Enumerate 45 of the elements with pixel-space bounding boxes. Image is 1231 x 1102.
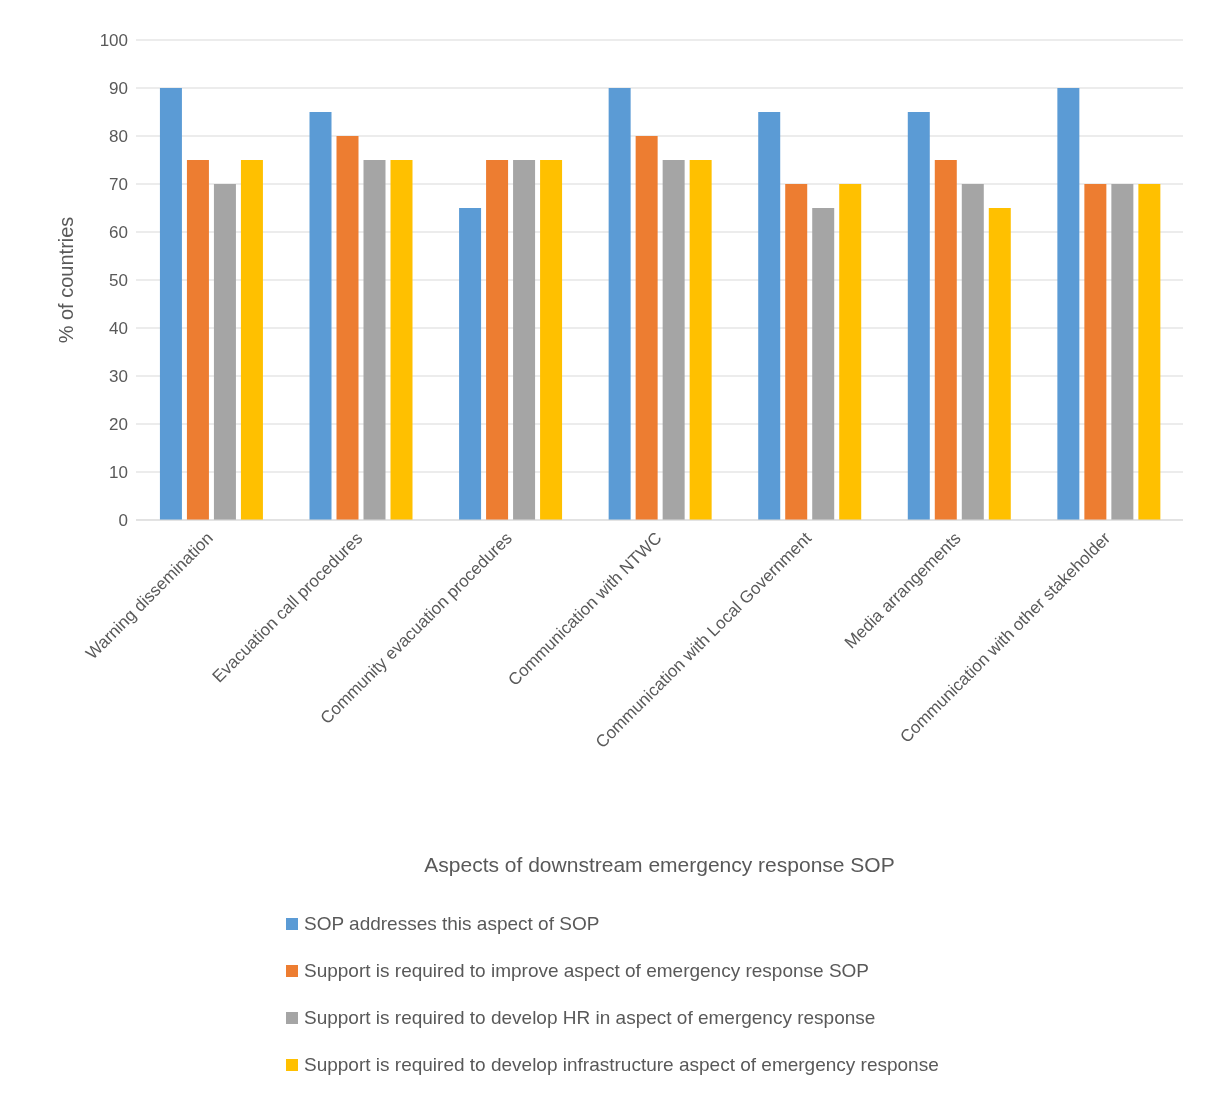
bar — [839, 184, 862, 520]
bar — [635, 136, 658, 520]
y-tick-label: 30 — [109, 367, 128, 387]
y-tick-label: 80 — [109, 127, 128, 147]
bar — [758, 112, 781, 520]
x-axis-title: Aspects of downstream emergency response SOP — [424, 853, 895, 876]
bar — [159, 88, 182, 520]
bar — [240, 160, 263, 520]
legend-label: Support is required to improve aspect of emergency response SOP — [304, 959, 870, 982]
y-tick-label: 40 — [109, 319, 128, 339]
bar — [459, 208, 482, 520]
bar — [336, 136, 359, 520]
y-tick-label: 100 — [99, 31, 128, 51]
bar — [907, 112, 930, 520]
bar — [486, 160, 509, 520]
bar — [363, 160, 386, 520]
bar — [1138, 184, 1161, 520]
bar — [662, 160, 685, 520]
y-axis-title: % of countries — [55, 216, 78, 344]
y-tick-label: 90 — [109, 79, 128, 99]
bar — [988, 208, 1011, 520]
y-tick-label: 10 — [109, 463, 128, 483]
bar — [390, 160, 413, 520]
bar — [540, 160, 563, 520]
bar — [1111, 184, 1134, 520]
bar — [934, 160, 957, 520]
bar — [513, 160, 536, 520]
bar — [186, 160, 209, 520]
bar — [1084, 184, 1107, 520]
legend-label: Support is required to develop HR in aspect of emergency response — [304, 1006, 876, 1029]
y-tick-label: 50 — [109, 271, 128, 291]
bar — [812, 208, 835, 520]
bar — [1057, 88, 1080, 520]
y-tick-label: 20 — [109, 415, 128, 435]
bar — [689, 160, 712, 520]
bar — [608, 88, 631, 520]
y-tick-label: 0 — [118, 511, 128, 531]
bar — [961, 184, 984, 520]
legend-label: SOP addresses this aspect of SOP — [304, 912, 600, 935]
bar — [785, 184, 808, 520]
y-tick-label: 70 — [109, 175, 128, 195]
bar — [309, 112, 332, 520]
y-tick-label: 60 — [109, 223, 128, 243]
bar — [213, 184, 236, 520]
legend-label: Support is required to develop infrastructure aspect of emergency response — [304, 1053, 939, 1076]
